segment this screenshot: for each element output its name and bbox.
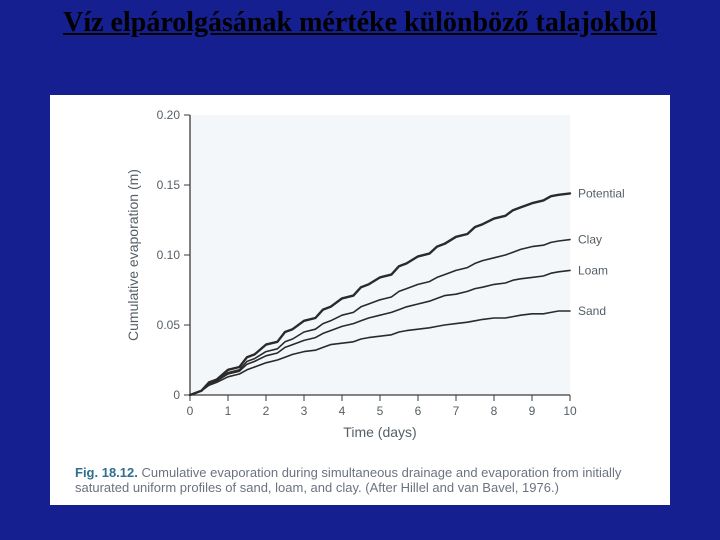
figure-caption-text: Cumulative evaporation during simultaneo… <box>75 465 621 495</box>
svg-text:0.10: 0.10 <box>157 248 181 262</box>
svg-text:10: 10 <box>563 404 577 418</box>
slide-title: Víz elpárolgásának mértéke különböző tal… <box>0 6 720 39</box>
svg-text:Time (days): Time (days) <box>343 424 416 440</box>
svg-text:Cumulative evaporation (m): Cumulative evaporation (m) <box>125 169 141 341</box>
svg-text:6: 6 <box>415 404 422 418</box>
svg-text:0.15: 0.15 <box>157 178 181 192</box>
svg-text:Sand: Sand <box>578 304 606 318</box>
svg-text:4: 4 <box>339 404 346 418</box>
svg-text:3: 3 <box>301 404 308 418</box>
svg-text:0: 0 <box>173 388 180 402</box>
svg-text:Clay: Clay <box>578 233 602 247</box>
svg-text:0.05: 0.05 <box>157 318 181 332</box>
svg-text:5: 5 <box>377 404 384 418</box>
svg-text:Loam: Loam <box>578 263 608 277</box>
figure-caption: Fig. 18.12. Cumulative evaporation durin… <box>75 465 645 495</box>
svg-text:0.20: 0.20 <box>157 108 181 122</box>
slide: Víz elpárolgásának mértéke különböző tal… <box>0 0 720 540</box>
evaporation-chart: 0 1 2 3 4 5 6 7 8 9 10 0 0.05 0.10 0.15 0.20 Time (days)… <box>120 105 650 445</box>
svg-text:0: 0 <box>187 404 194 418</box>
svg-text:Potential: Potential <box>578 186 625 200</box>
svg-text:8: 8 <box>491 404 498 418</box>
figure-panel: 0 1 2 3 4 5 6 7 8 9 10 0 0.05 0.10 0.15 0.20 Time (days)… <box>50 95 670 505</box>
figure-number: Fig. 18.12. <box>75 465 138 480</box>
svg-text:1: 1 <box>225 404 232 418</box>
svg-text:9: 9 <box>529 404 536 418</box>
svg-text:7: 7 <box>453 404 460 418</box>
chart-container: 0 1 2 3 4 5 6 7 8 9 10 0 0.05 0.10 0.15 0.20 Time (days)… <box>120 105 650 445</box>
svg-text:2: 2 <box>263 404 270 418</box>
